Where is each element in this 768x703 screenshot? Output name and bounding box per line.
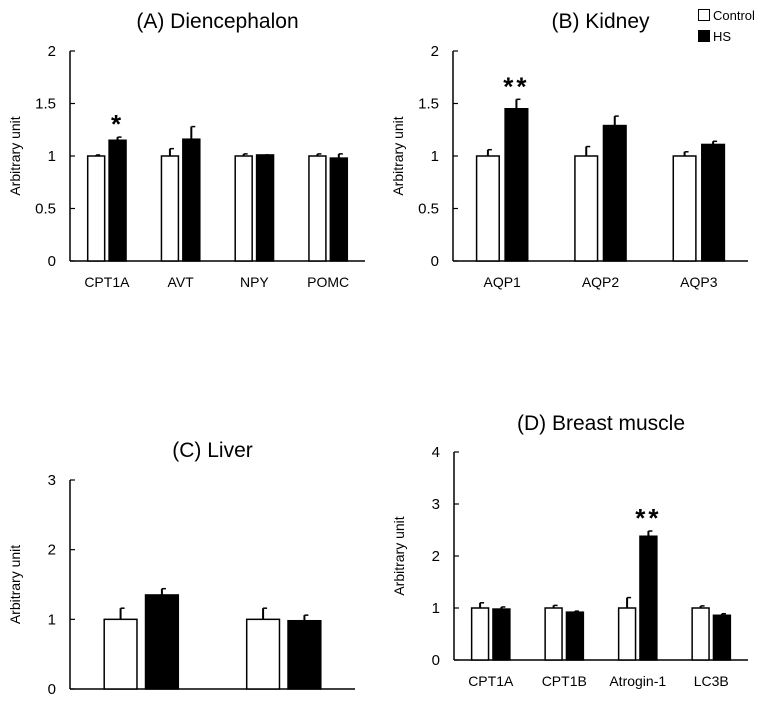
bar-hs-aqp3	[701, 143, 726, 262]
bar-control-cpt1b	[544, 607, 563, 661]
y-tick-label: 2	[432, 548, 440, 565]
y-tick-label: 0.5	[35, 201, 56, 218]
bar-hs-fasn	[287, 619, 322, 690]
x-tick-label: AQP3	[680, 274, 718, 290]
y-axis-label: Arbitrary unit	[7, 116, 23, 195]
bar-control-aqp1	[475, 155, 500, 262]
y-tick-label: 1	[432, 600, 440, 617]
bar-hs-lc3b	[712, 614, 732, 661]
bar-control-aqp2	[574, 155, 599, 262]
y-axis-label: Arbitrary unit	[390, 116, 406, 195]
bar-control-cpt1a	[86, 155, 106, 262]
bar-hs-cpt1a	[492, 608, 511, 661]
y-tick-label: 1.5	[35, 96, 56, 113]
x-tick-label: NPY	[240, 274, 269, 290]
bar-hs-cpt1b	[565, 611, 585, 661]
bar-control-fasn	[245, 618, 281, 690]
bar-hs-aqp1	[504, 108, 529, 262]
bar-hs-pomc	[329, 157, 349, 262]
x-tick-label: AQP1	[483, 274, 521, 290]
bar-control-pomc	[308, 155, 327, 262]
panel-title: (C) Liver	[172, 439, 253, 462]
bar-control-aqp3	[672, 155, 697, 262]
x-tick-label: LC3B	[694, 673, 729, 689]
bar-control-npy	[234, 155, 253, 262]
y-tick-label: 1.5	[418, 96, 439, 113]
y-tick-label: 3	[48, 472, 56, 489]
y-tick-label: 0	[431, 253, 439, 270]
bar-control-cpt1a	[103, 618, 138, 690]
y-tick-label: 0.5	[418, 201, 439, 218]
legend-label-control: Control	[713, 8, 755, 23]
y-tick-label: 0	[48, 253, 56, 270]
y-tick-label: 2	[48, 43, 56, 60]
y-tick-label: 4	[432, 444, 440, 461]
legend-swatch-control	[698, 9, 710, 21]
y-tick-label: 2	[431, 43, 439, 60]
bar-control-lc3b	[691, 607, 710, 661]
y-tick-label: 3	[432, 496, 440, 513]
x-tick-label: CPT1B	[542, 673, 587, 689]
bar-hs-aqp2	[602, 124, 627, 262]
significance-marker: *	[111, 109, 124, 139]
x-tick-label: AQP2	[582, 274, 620, 290]
bar-control-cpt1a	[470, 607, 490, 661]
legend: Control HS	[698, 5, 755, 47]
bar-control-avt	[160, 155, 180, 262]
significance-marker: **	[635, 503, 661, 533]
bar-hs-avt	[182, 138, 201, 262]
x-tick-label: POMC	[307, 274, 349, 290]
bar-hs-atrogin-1	[639, 535, 658, 661]
significance-marker: **	[503, 71, 529, 101]
y-axis-label: Arbitrary unit	[391, 516, 407, 595]
bar-hs-npy	[255, 154, 275, 262]
bar-hs-cpt1a	[108, 139, 127, 262]
bar-control-atrogin-1	[617, 607, 637, 661]
y-tick-label: 0	[432, 652, 440, 669]
x-tick-label: Atrogin-1	[609, 673, 666, 689]
x-tick-label: CPT1A	[84, 274, 130, 290]
bar-hs-cpt1a	[144, 594, 180, 690]
y-tick-label: 1	[48, 611, 56, 628]
y-tick-label: 0	[48, 681, 56, 698]
panel-title: (D) Breast muscle	[517, 412, 685, 435]
legend-label-hs: HS	[713, 29, 732, 44]
y-axis-label: Arbitrary unit	[7, 545, 23, 624]
x-tick-label: AVT	[168, 274, 195, 290]
legend-item-hs: HS	[698, 26, 755, 47]
legend-swatch-hs	[698, 30, 710, 42]
y-tick-label: 2	[48, 542, 56, 559]
panel-title: (A) Diencephalon	[136, 10, 298, 33]
legend-item-control: Control	[698, 5, 755, 26]
x-tick-label: CPT1A	[468, 673, 514, 689]
panel-title: (B) Kidney	[551, 10, 650, 33]
y-tick-label: 1	[48, 148, 56, 165]
y-tick-label: 1	[431, 148, 439, 165]
